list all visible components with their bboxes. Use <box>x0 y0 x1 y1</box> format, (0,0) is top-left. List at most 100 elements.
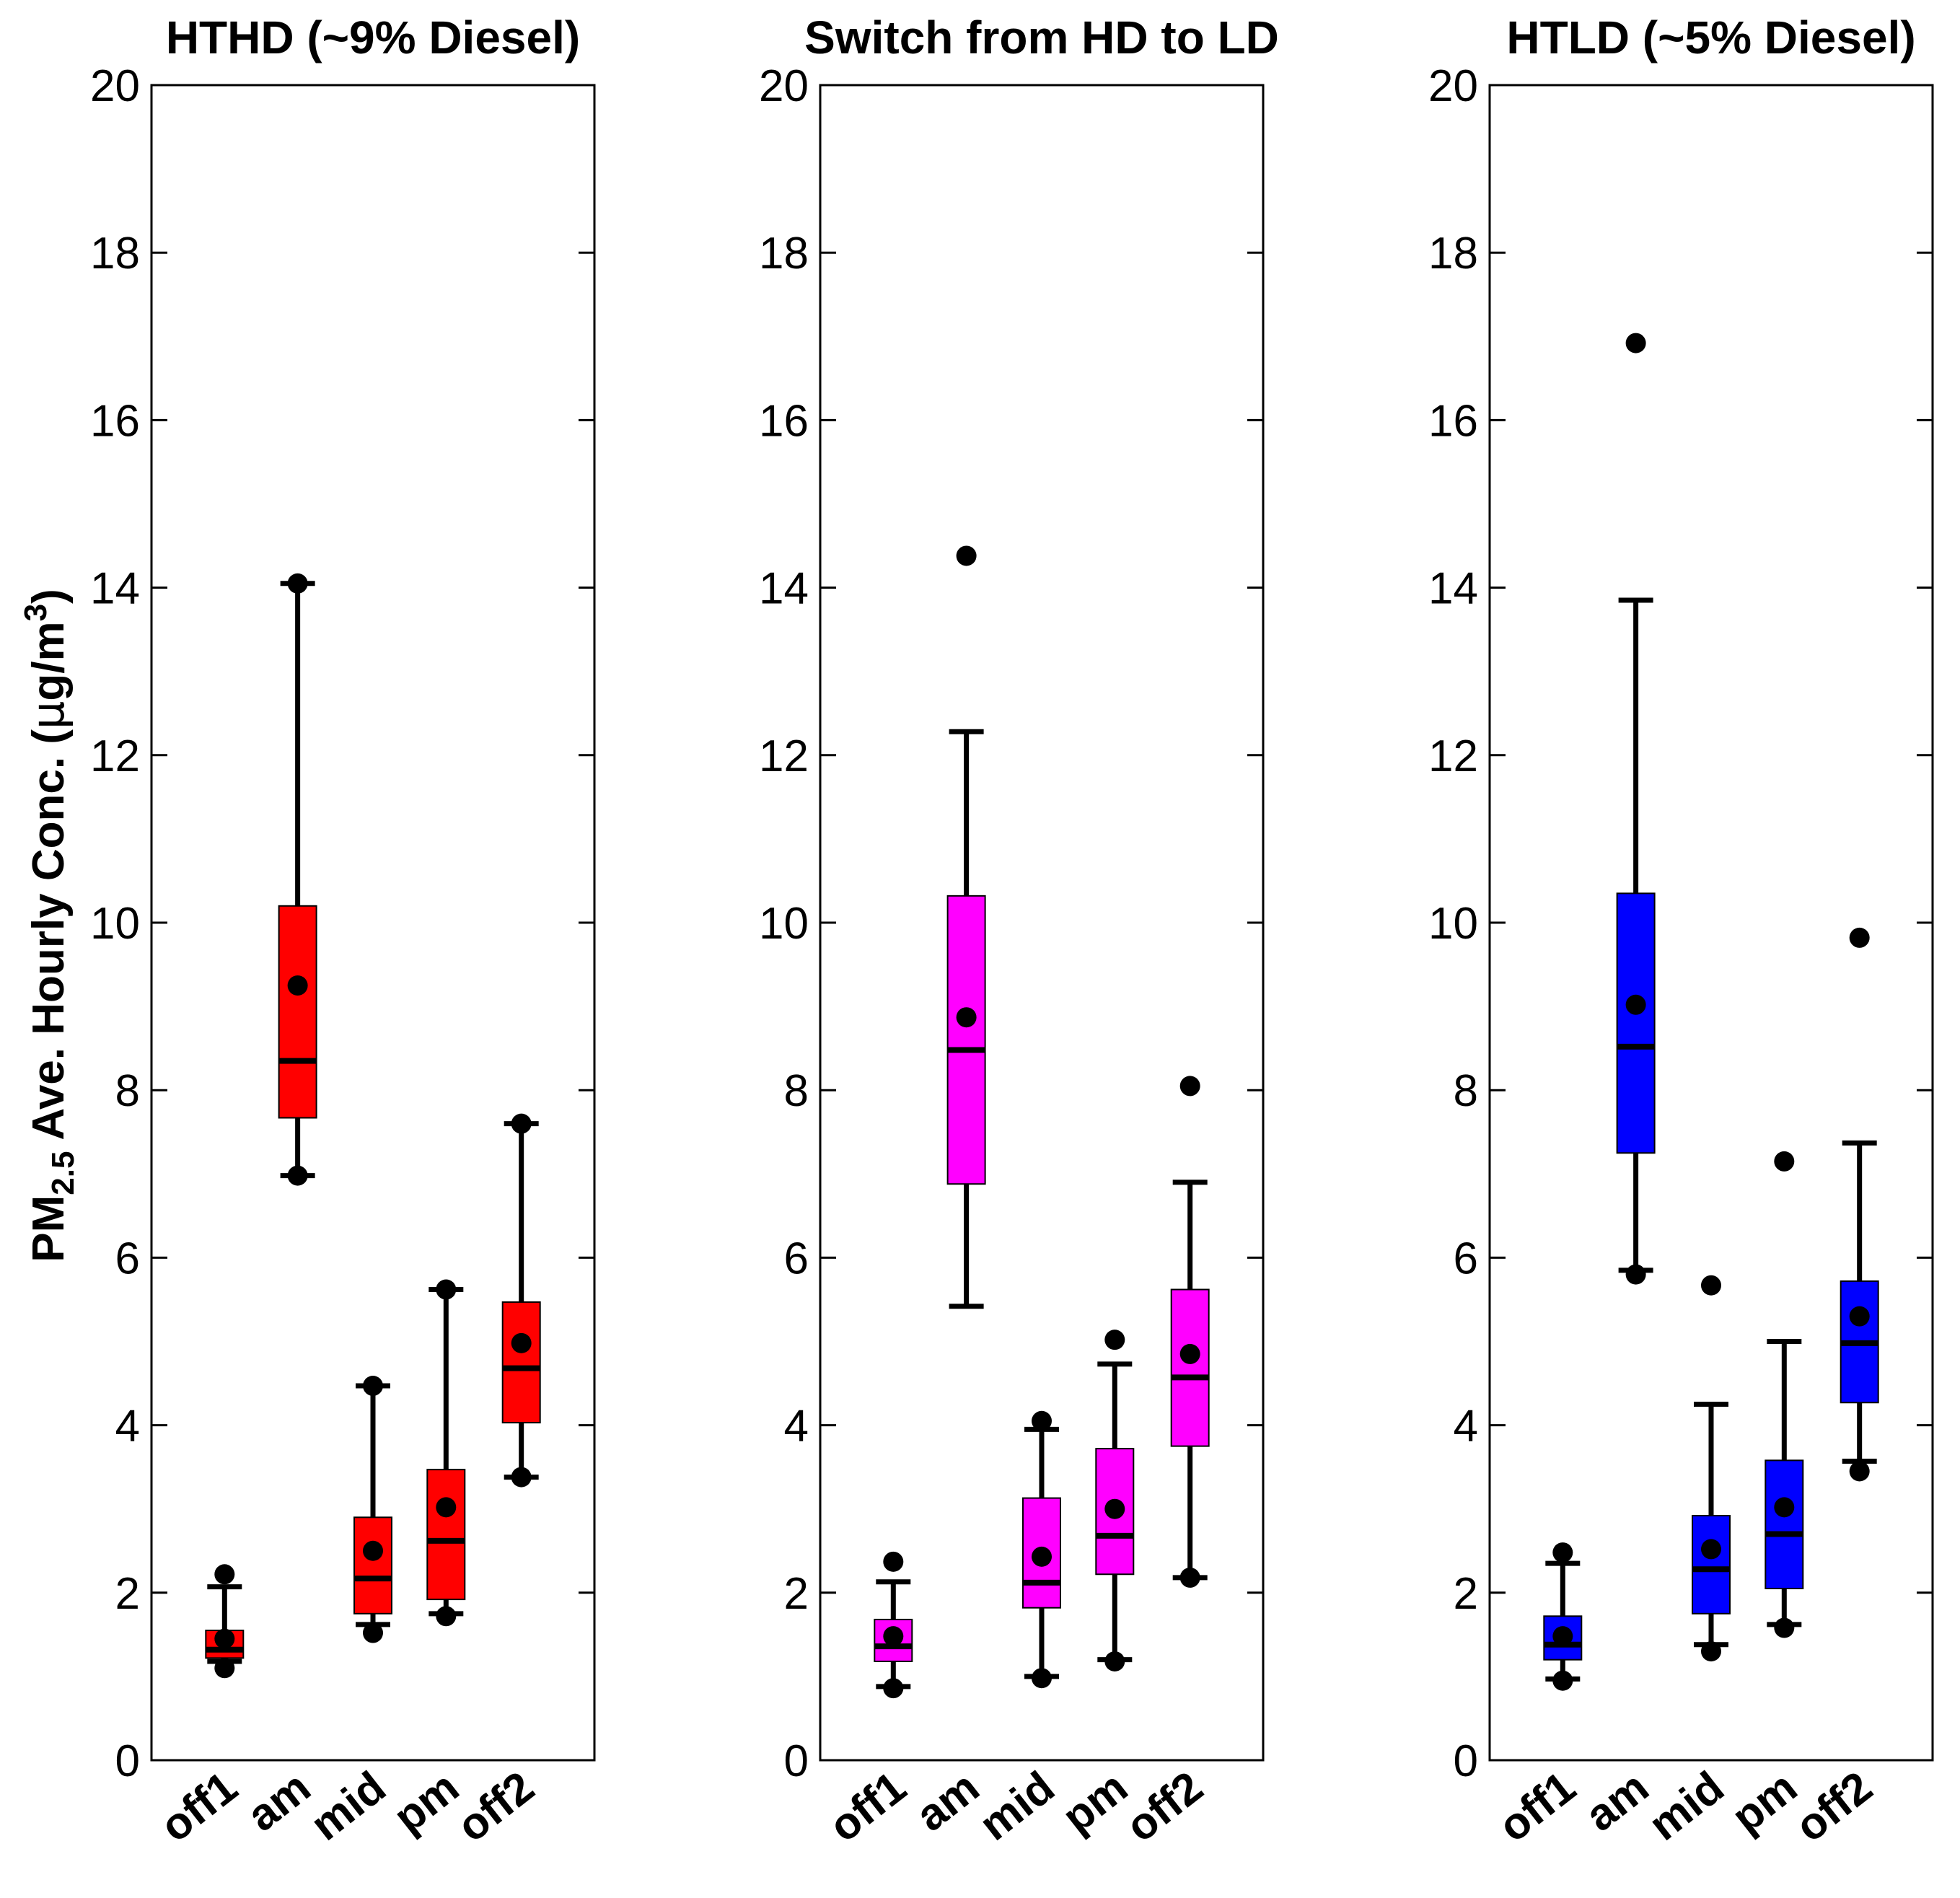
box-outlier-point <box>1032 1410 1052 1431</box>
box-outlier-point <box>883 1551 904 1572</box>
box-iqr <box>353 1516 392 1614</box>
box-outlier-point <box>1104 1651 1125 1672</box>
box-outlier-point <box>1104 1330 1125 1350</box>
box-outlier-point <box>1179 1076 1200 1097</box>
panel-title: Switch from HD to LD <box>804 12 1279 63</box>
box-mid <box>353 1376 392 1643</box>
box-mean-point <box>883 1626 904 1647</box>
y-axis-label-rest: Ave. Hourly Conc. ( <box>24 729 74 1151</box>
box-outlier-point <box>1552 1542 1573 1563</box>
box-am <box>1616 333 1656 1285</box>
box-outlier-point <box>1552 1670 1573 1691</box>
y-tick-label: 20 <box>759 61 809 111</box>
y-tick-label: 10 <box>90 899 140 949</box>
box-off2 <box>501 1113 541 1488</box>
box-mean-point <box>1552 1626 1573 1647</box>
box-mean-point <box>363 1540 383 1561</box>
box-outlier-point <box>1849 927 1870 948</box>
box-iqr <box>501 1301 541 1424</box>
y-tick-label: 4 <box>115 1402 140 1451</box>
box-iqr <box>1765 1459 1804 1589</box>
y-tick-label: 20 <box>90 61 140 111</box>
y-axis-label-mu: μ <box>22 701 74 729</box>
box-iqr <box>1692 1514 1731 1614</box>
box-mean-point <box>436 1497 457 1518</box>
y-tick-label: 14 <box>90 564 140 614</box>
panel-title: HTLD (~5% Diesel) <box>1506 12 1915 63</box>
box-outlier-point <box>1774 1151 1795 1172</box>
y-tick-label: 2 <box>1454 1569 1478 1619</box>
y-tick-label: 16 <box>759 396 809 446</box>
box-outlier-point <box>511 1467 532 1488</box>
box-am <box>278 573 317 1186</box>
y-tick-label: 6 <box>1454 1234 1478 1283</box>
box-mean-point <box>1701 1539 1721 1560</box>
box-outlier-point <box>214 1564 235 1585</box>
box-outlier-point <box>363 1622 383 1643</box>
y-tick-label: 18 <box>90 229 140 278</box>
box-off1 <box>874 1551 913 1699</box>
y-tick-label: 0 <box>115 1736 140 1786</box>
panel-title: HTHD (~9% Diesel) <box>166 12 580 63</box>
box-off1 <box>205 1564 245 1679</box>
box-mean-point <box>287 975 308 996</box>
box-mid <box>1692 1275 1731 1662</box>
box-outlier-point <box>214 1658 235 1679</box>
box-mid <box>1022 1410 1061 1689</box>
box-outlier-point <box>1625 333 1646 353</box>
box-off2 <box>1840 927 1879 1482</box>
box-outlier-point <box>1701 1641 1721 1662</box>
y-tick-label: 10 <box>1428 899 1478 949</box>
y-tick-label: 14 <box>759 564 809 614</box>
box-outlier-point <box>1774 1617 1795 1638</box>
box-outlier-point <box>1701 1275 1721 1296</box>
box-mean-point <box>956 1007 977 1028</box>
y-tick-label: 0 <box>784 1736 809 1786</box>
y-tick-label: 16 <box>1428 396 1478 446</box>
y-tick-label: 2 <box>115 1569 140 1619</box>
y-tick-label: 6 <box>115 1234 140 1283</box>
box-outlier-point <box>1032 1668 1052 1689</box>
box-outlier-point <box>956 545 977 566</box>
y-axis-label-subscript: 2.5 <box>45 1151 81 1195</box>
box-pm <box>1765 1151 1804 1638</box>
y-tick-label: 8 <box>115 1066 140 1116</box>
box-mean-point <box>1104 1498 1125 1519</box>
y-tick-label: 4 <box>784 1402 809 1451</box>
plot-frame <box>819 84 1265 1762</box>
box-mean-point <box>1179 1343 1200 1364</box>
box-outlier-point <box>287 1165 308 1186</box>
box-iqr <box>1616 892 1656 1154</box>
box-outlier-point <box>363 1376 383 1397</box>
box-outlier-point <box>1849 1461 1870 1482</box>
box-outlier-point <box>883 1678 904 1699</box>
box-iqr <box>1170 1288 1210 1447</box>
box-mean-point <box>1774 1497 1795 1518</box>
y-tick-label: 8 <box>1454 1066 1478 1116</box>
box-iqr <box>946 895 986 1185</box>
y-tick-label: 4 <box>1454 1402 1478 1451</box>
y-tick-label: 10 <box>759 899 809 949</box>
box-off2 <box>1170 1076 1210 1588</box>
y-tick-label: 12 <box>1428 731 1478 781</box>
box-mean-point <box>511 1332 532 1353</box>
y-axis-label-text: PM2.5 Ave. Hourly Conc. (μg/m3) <box>18 589 81 1262</box>
y-axis-label-superscript: 3 <box>18 604 53 621</box>
box-outlier-point <box>287 573 308 594</box>
box-mean-point <box>1625 994 1646 1015</box>
box-iqr <box>426 1469 466 1601</box>
box-mean-point <box>214 1628 235 1649</box>
panels: HTHD (~9% Diesel)02468101214161820off1am… <box>90 12 1934 1852</box>
box-outlier-point <box>436 1606 457 1627</box>
box-mean-point <box>1032 1546 1052 1567</box>
y-tick-label: 18 <box>1428 229 1478 278</box>
y-tick-label: 8 <box>784 1066 809 1116</box>
box-mean-point <box>1849 1306 1870 1327</box>
y-tick-label: 6 <box>784 1234 809 1283</box>
y-axis-label: PM2.5 Ave. Hourly Conc. (μg/m3) <box>18 589 81 1262</box>
box-pm <box>1095 1330 1135 1672</box>
y-tick-label: 0 <box>1454 1736 1478 1786</box>
y-tick-label: 16 <box>90 396 140 446</box>
y-tick-label: 12 <box>90 731 140 781</box>
